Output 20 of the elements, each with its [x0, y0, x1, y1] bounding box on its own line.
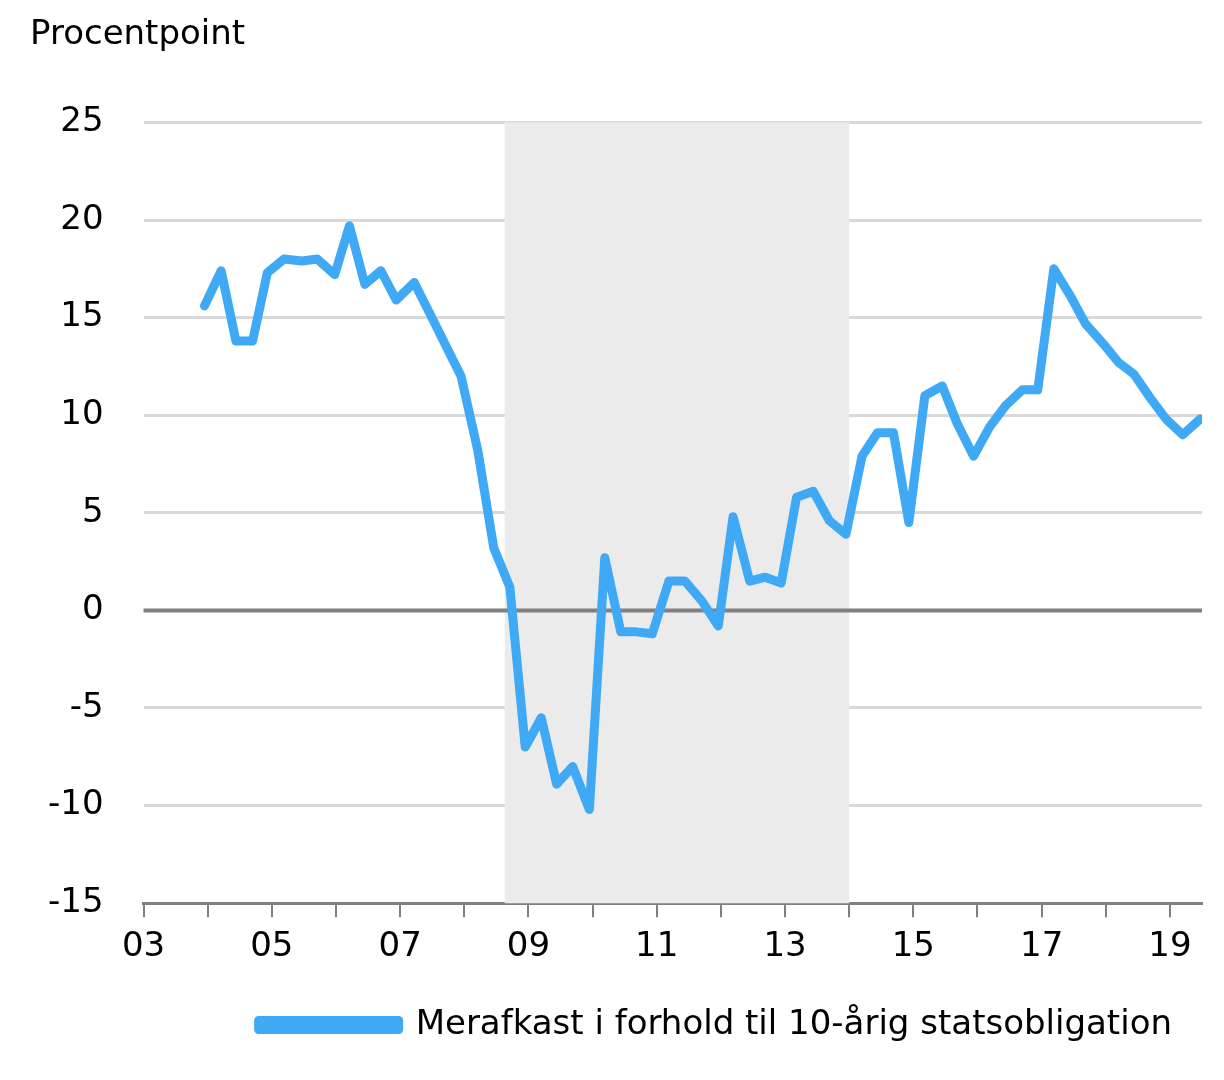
- x-tick-label: 17: [1019, 924, 1064, 965]
- y-axis-title: Procentpoint: [30, 12, 247, 54]
- x-tick-label: 19: [1148, 924, 1192, 965]
- y-tick-label: 5: [81, 489, 104, 530]
- y-tick-label: 0: [81, 587, 104, 628]
- y-tick-label: 20: [60, 196, 104, 237]
- y-tick-label: -15: [47, 880, 104, 921]
- x-tick-label: 03: [121, 924, 166, 965]
- x-tick-label: 09: [506, 924, 551, 965]
- y-tick-label: 15: [60, 294, 104, 335]
- x-tick-label: 05: [250, 924, 294, 965]
- x-tick-label: 07: [378, 924, 422, 965]
- y-tick-label: -5: [69, 684, 104, 725]
- x-tick-label: 15: [891, 924, 935, 965]
- y-tick-label: 10: [60, 392, 104, 433]
- y-tick-label: 25: [60, 99, 104, 140]
- x-tick-label: 11: [635, 924, 679, 965]
- legend-label: Merafkast i forhold til 10-årig statsobligation: [415, 1001, 1173, 1042]
- x-tick-label: 13: [763, 924, 807, 965]
- y-tick-label: -10: [47, 782, 104, 823]
